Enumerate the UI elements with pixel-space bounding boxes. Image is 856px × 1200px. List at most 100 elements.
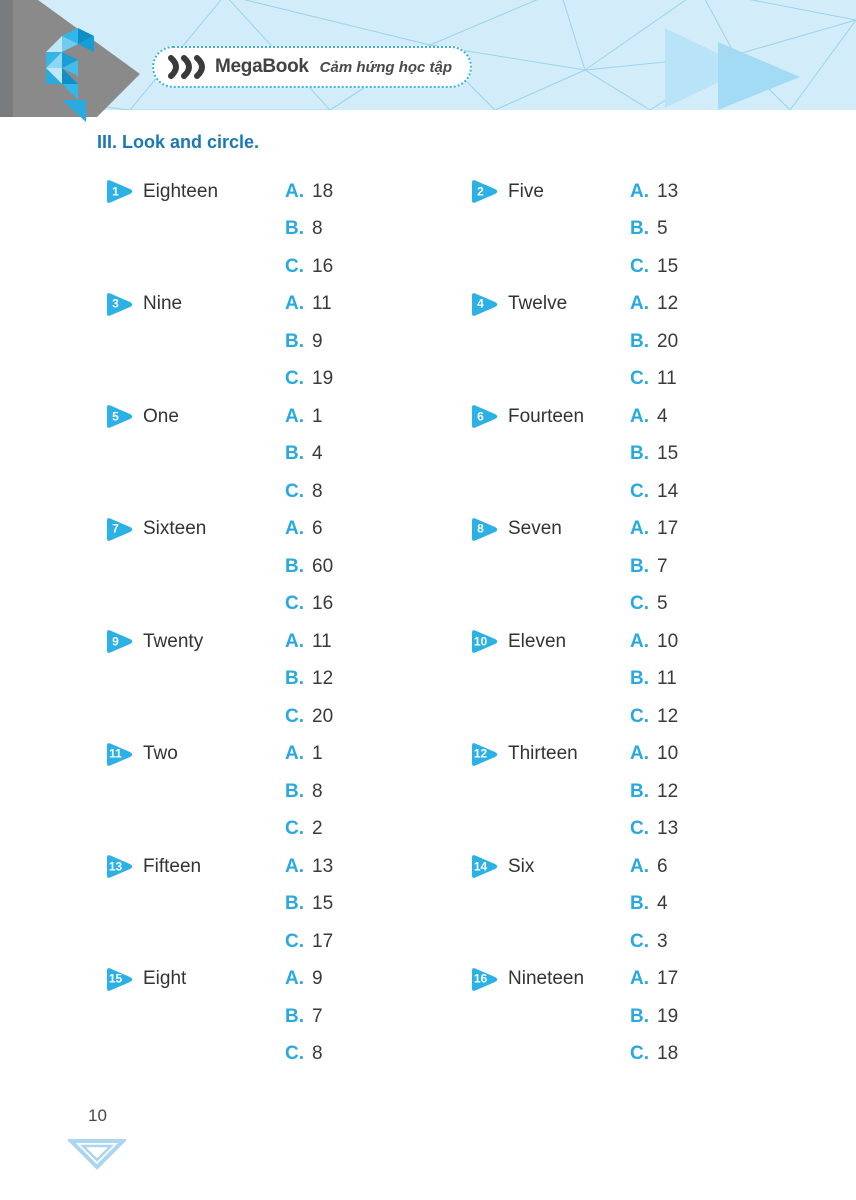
option-row: A. 17 bbox=[630, 961, 678, 999]
arrow-badge-icon bbox=[472, 517, 498, 541]
question-head: 5 One bbox=[105, 398, 285, 436]
option-letter: B. bbox=[285, 443, 304, 465]
question-number-badge: 4 bbox=[470, 291, 500, 318]
arrow-badge-icon bbox=[472, 855, 498, 879]
option-row: C. 15 bbox=[630, 248, 678, 286]
option-letter: C. bbox=[285, 818, 304, 840]
brand-name: MegaBook bbox=[215, 56, 309, 77]
option-letter: A. bbox=[285, 743, 304, 765]
option-row: B. 11 bbox=[630, 661, 678, 699]
question-number: 15 bbox=[108, 971, 123, 986]
option-row: C. 18 bbox=[630, 1036, 678, 1074]
options-list: A. 18 B. 8 C. 16 bbox=[285, 173, 333, 286]
option-row: B. 12 bbox=[285, 661, 333, 699]
option-value: 9 bbox=[312, 968, 323, 990]
question-item: 6 Fourteen A. 4 B. 15 C. 14 bbox=[470, 398, 856, 511]
option-letter: C. bbox=[285, 368, 304, 390]
option-value: 15 bbox=[657, 443, 679, 465]
option-row: C. 11 bbox=[630, 361, 678, 399]
option-letter: C. bbox=[285, 593, 304, 615]
option-value: 18 bbox=[657, 1043, 679, 1065]
option-value: 13 bbox=[657, 818, 679, 840]
option-value: 16 bbox=[312, 593, 334, 615]
option-value: 4 bbox=[657, 893, 668, 915]
question-head: 9 Twenty bbox=[105, 623, 285, 661]
option-row: A. 9 bbox=[285, 961, 323, 999]
footer-triangle-icon bbox=[68, 1139, 126, 1170]
options-list: A. 1 B. 8 C. 2 bbox=[285, 736, 323, 849]
brand-tagline: Cảm hứng học tập bbox=[319, 58, 453, 76]
option-value: 7 bbox=[312, 1005, 323, 1027]
question-number-badge: 12 bbox=[470, 741, 500, 768]
question-item: 7 Sixteen A. 6 B. 60 C. 16 bbox=[105, 511, 470, 624]
option-value: 18 bbox=[312, 180, 334, 202]
question-head: 13 Fifteen bbox=[105, 848, 285, 886]
option-letter: A. bbox=[630, 630, 649, 652]
triple-chevron-icon bbox=[168, 55, 205, 79]
options-list: A. 17 B. 7 C. 5 bbox=[630, 511, 678, 624]
option-letter: C. bbox=[630, 368, 649, 390]
option-value: 5 bbox=[657, 218, 668, 240]
arrow-badge-icon bbox=[107, 292, 133, 316]
option-row: A. 10 bbox=[630, 736, 678, 774]
question-word: Twenty bbox=[143, 630, 204, 652]
question-number-badge: 8 bbox=[470, 516, 500, 543]
arrow-badge-icon bbox=[472, 967, 498, 991]
arrow-badge-icon bbox=[107, 405, 133, 429]
question-word: One bbox=[143, 405, 179, 427]
option-value: 15 bbox=[312, 893, 334, 915]
option-row: B. 19 bbox=[630, 998, 678, 1036]
option-value: 13 bbox=[657, 180, 679, 202]
option-value: 20 bbox=[312, 705, 334, 727]
option-value: 11 bbox=[657, 668, 677, 690]
option-row: B. 5 bbox=[630, 211, 678, 249]
option-letter: C. bbox=[630, 818, 649, 840]
question-number: 13 bbox=[108, 859, 123, 874]
arrow-badge-icon bbox=[107, 517, 133, 541]
options-list: A. 11 B. 9 C. 19 bbox=[285, 286, 333, 399]
option-letter: A. bbox=[630, 293, 649, 315]
option-value: 7 bbox=[657, 555, 668, 577]
option-row: A. 11 bbox=[285, 286, 333, 324]
options-list: A. 13 B. 5 C. 15 bbox=[630, 173, 678, 286]
option-row: C. 19 bbox=[285, 361, 333, 399]
option-value: 3 bbox=[657, 930, 668, 952]
question-word: Sixteen bbox=[143, 518, 207, 540]
option-row: A. 6 bbox=[285, 511, 333, 549]
question-number-badge: 13 bbox=[105, 853, 135, 880]
option-letter: A. bbox=[630, 743, 649, 765]
page-header: MegaBook Cảm hứng học tập bbox=[0, 0, 856, 122]
option-row: C. 13 bbox=[630, 811, 678, 849]
options-list: A. 17 B. 19 C. 18 bbox=[630, 961, 678, 1074]
options-list: A. 10 B. 12 C. 13 bbox=[630, 736, 678, 849]
option-value: 8 bbox=[312, 480, 323, 502]
question-head: 11 Two bbox=[105, 736, 285, 774]
option-letter: A. bbox=[285, 293, 304, 315]
question-number: 12 bbox=[473, 746, 488, 761]
option-value: 6 bbox=[312, 518, 323, 540]
question-number-badge: 1 bbox=[105, 178, 135, 205]
option-value: 10 bbox=[657, 743, 679, 765]
question-item: 3 Nine A. 11 B. 9 C. 19 bbox=[105, 286, 470, 399]
options-list: A. 11 B. 12 C. 20 bbox=[285, 623, 333, 736]
option-letter: A. bbox=[630, 855, 649, 877]
option-value: 12 bbox=[657, 293, 679, 315]
option-letter: C. bbox=[630, 930, 649, 952]
question-number-badge: 11 bbox=[105, 741, 135, 768]
option-row: A. 12 bbox=[630, 286, 678, 324]
question-word: Nine bbox=[143, 293, 183, 315]
question-word: Five bbox=[508, 180, 544, 202]
options-list: A. 13 B. 15 C. 17 bbox=[285, 848, 333, 961]
question-item: 11 Two A. 1 B. 8 C. 2 bbox=[105, 736, 470, 849]
question-word: Two bbox=[143, 743, 178, 765]
option-letter: B. bbox=[630, 443, 649, 465]
option-value: 14 bbox=[657, 480, 679, 502]
option-row: B. 4 bbox=[285, 436, 323, 474]
option-value: 13 bbox=[312, 855, 334, 877]
question-number-badge: 15 bbox=[105, 966, 135, 993]
option-row: A. 17 bbox=[630, 511, 678, 549]
option-row: A. 4 bbox=[630, 398, 678, 436]
option-value: 17 bbox=[312, 930, 334, 952]
option-letter: C. bbox=[285, 255, 304, 277]
question-number-badge: 6 bbox=[470, 403, 500, 430]
